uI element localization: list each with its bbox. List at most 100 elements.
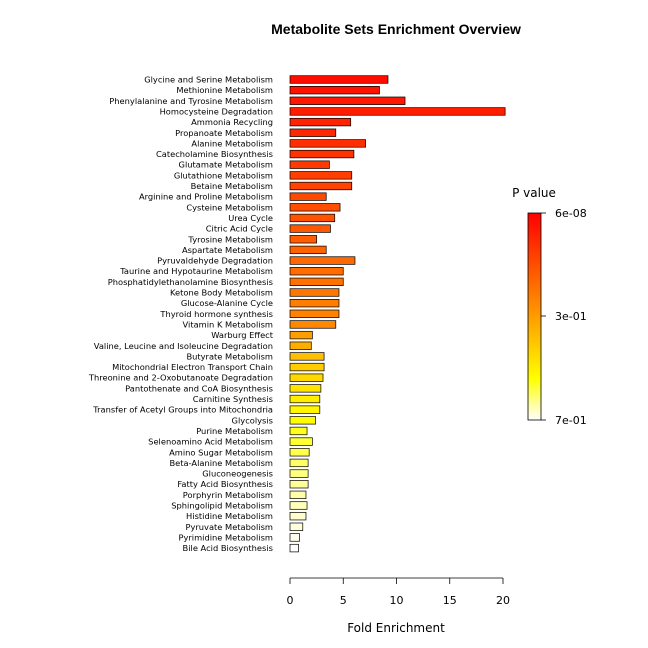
legend-tick-label: 3e-01 <box>555 310 587 323</box>
bar <box>289 533 300 542</box>
legend-tick-label: 7e-01 <box>555 414 587 427</box>
category-label: Selenoamino Acid Metabolism <box>148 437 273 447</box>
bar <box>289 181 353 191</box>
category-label: Phenylalanine and Tyrosine Metabolism <box>109 96 273 106</box>
p-value-colorbar <box>527 212 542 421</box>
category-label: Alanine Metabolism <box>191 138 273 148</box>
category-label: Phosphatidylethanolamine Biosynthesis <box>108 277 273 287</box>
bar <box>289 107 506 116</box>
category-label: Propanoate Metabolism <box>175 128 273 138</box>
bar <box>289 522 304 531</box>
bar <box>289 192 327 201</box>
bar <box>289 448 310 457</box>
bar <box>289 224 331 233</box>
x-tick-label: 15 <box>443 594 457 607</box>
category-label: Valine, Leucine and Isoleucine Degradati… <box>94 341 273 351</box>
category-label: Tyrosine Metabolism <box>187 234 273 244</box>
category-label: Catecholamine Biosynthesis <box>156 149 273 159</box>
bar <box>289 277 344 286</box>
bar <box>289 171 353 180</box>
category-label: Warburg Effect <box>211 330 273 340</box>
bar <box>289 309 340 318</box>
bar <box>289 85 380 95</box>
bar <box>289 405 321 414</box>
legend-tick-label: 6e-08 <box>555 207 587 220</box>
bar <box>289 394 321 404</box>
category-label: Glutamate Metabolism <box>179 160 273 170</box>
category-label: Sphingolipid Metabolism <box>171 501 273 511</box>
category-label: Porphyrin Metabolism <box>183 490 273 500</box>
bars-group <box>289 75 506 553</box>
bar <box>289 543 299 553</box>
category-label: Ammonia Recycling <box>191 117 273 127</box>
category-label: Fatty Acid Biosynthesis <box>177 479 273 489</box>
category-label: Histidine Metabolism <box>186 511 273 521</box>
bar <box>289 299 340 308</box>
bar <box>289 501 308 510</box>
category-label: Urea Cycle <box>228 213 273 223</box>
category-label: Taurine and Hypotaurine Metabolism <box>119 266 273 276</box>
bar <box>289 362 325 372</box>
category-label: Pantothenate and CoA Biosynthesis <box>125 383 273 393</box>
bar <box>289 480 309 489</box>
category-label: Methionine Metabolism <box>176 85 273 95</box>
category-label: Pyrimidine Metabolism <box>178 532 273 542</box>
category-label: Amino Sugar Metabolism <box>169 447 273 457</box>
category-label: Transfer of Acetyl Groups into Mitochond… <box>92 405 273 415</box>
x-tick-label: 0 <box>287 594 294 607</box>
legend-ticks: 6e-08 3e-01 7e-01 <box>541 207 587 427</box>
category-label: Thyroid hormone synthesis <box>159 309 273 319</box>
bar <box>289 469 309 478</box>
category-label: Butyrate Metabolism <box>186 351 273 361</box>
bar <box>289 384 322 393</box>
category-label: Ketone Body Metabolism <box>170 288 273 298</box>
x-tick-label: 10 <box>390 594 404 607</box>
category-label: Bile Acid Biosynthesis <box>183 543 273 553</box>
category-label: Threonine and 2-Oxobutanoate Degradation <box>88 373 273 383</box>
chart-title: Metabolite Sets Enrichment Overview <box>271 21 521 37</box>
bar <box>289 320 337 329</box>
bar <box>289 203 341 212</box>
category-labels: Glycine and Serine MetabolismMethionine … <box>88 75 274 554</box>
bar <box>289 267 344 276</box>
category-label: Pyruvate Metabolism <box>185 522 273 532</box>
category-label: Homocysteine Degradation <box>160 106 273 116</box>
bar <box>289 288 340 297</box>
x-tick-label: 20 <box>496 594 510 607</box>
bar <box>289 213 336 223</box>
bar <box>289 416 316 425</box>
bar <box>289 426 308 436</box>
x-tick-label: 5 <box>340 594 347 607</box>
category-label: Beta-Alanine Metabolism <box>169 458 273 468</box>
bar <box>289 245 327 255</box>
legend-title: P value <box>512 186 556 200</box>
bar <box>289 96 406 105</box>
category-label: Purine Metabolism <box>196 426 273 436</box>
category-label: Aspartate Metabolism <box>182 245 273 255</box>
category-label: Arginine and Proline Metabolism <box>139 192 273 202</box>
category-label: Betaine Metabolism <box>191 181 273 191</box>
category-label: Citric Acid Cycle <box>206 224 273 234</box>
category-label: Glutathione Metabolism <box>174 170 273 180</box>
bar <box>289 128 337 137</box>
bar <box>289 117 352 127</box>
bar <box>289 490 307 499</box>
category-label: Vitamin K Metabolism <box>183 319 273 329</box>
bar <box>289 373 324 382</box>
bar <box>289 235 317 244</box>
category-label: Glycolysis <box>232 415 273 425</box>
x-axis: 0 5 10 15 20 <box>287 577 510 607</box>
bar <box>289 352 325 361</box>
category-label: Glucose-Alanine Cycle <box>181 298 273 308</box>
bar <box>289 139 366 148</box>
category-label: Cysteine Metabolism <box>186 202 273 212</box>
bar <box>289 330 313 340</box>
bar <box>289 149 355 159</box>
bar <box>289 437 313 446</box>
bar <box>289 511 307 521</box>
category-label: Glycine and Serine Metabolism <box>144 75 273 85</box>
x-axis-title: Fold Enrichment <box>347 621 445 635</box>
bar <box>289 160 330 169</box>
category-label: Gluconeogenesis <box>202 469 273 479</box>
